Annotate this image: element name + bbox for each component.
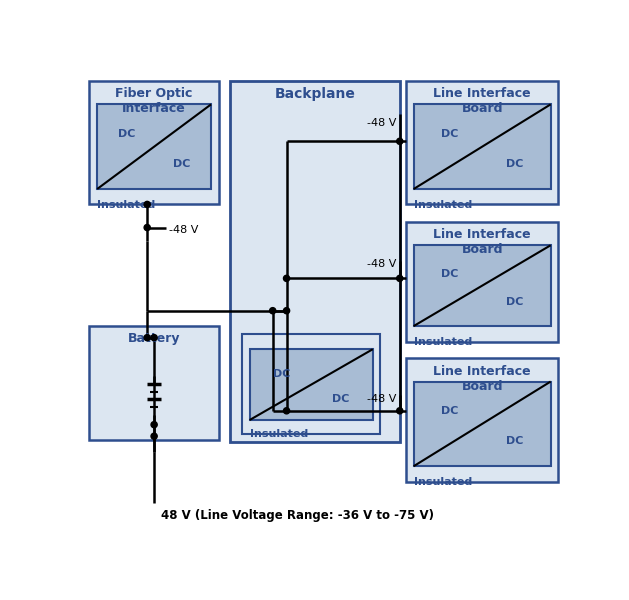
Text: -48 V: -48 V	[169, 225, 198, 235]
Bar	[406, 222, 559, 341]
Circle shape	[397, 408, 403, 414]
Circle shape	[151, 335, 157, 341]
Text: DC: DC	[506, 158, 524, 169]
Circle shape	[151, 433, 157, 439]
Text: DC: DC	[332, 394, 350, 404]
Text: Line Interface
Board: Line Interface Board	[433, 88, 531, 115]
Text: Insulated: Insulated	[97, 200, 155, 210]
Text: Insulated: Insulated	[414, 477, 472, 487]
Circle shape	[397, 275, 403, 281]
Text: Line Interface
Board: Line Interface Board	[433, 229, 531, 256]
Circle shape	[144, 335, 150, 341]
Circle shape	[284, 275, 289, 281]
Circle shape	[270, 308, 276, 314]
Text: Battery: Battery	[128, 332, 181, 345]
Text: DC: DC	[118, 129, 135, 139]
Bar	[414, 382, 550, 466]
Text: Insulated: Insulated	[414, 337, 472, 347]
Circle shape	[284, 308, 289, 314]
Text: DC: DC	[440, 406, 458, 416]
Text: -48 V: -48 V	[367, 394, 397, 404]
Text: Line Interface
Board: Line Interface Board	[433, 365, 531, 392]
Text: -48 V: -48 V	[367, 118, 397, 128]
Text: DC: DC	[173, 158, 190, 169]
Text: DC: DC	[273, 369, 291, 379]
Text: DC: DC	[506, 297, 524, 307]
Text: Insulated: Insulated	[250, 429, 308, 439]
Bar	[406, 81, 559, 205]
Circle shape	[144, 202, 150, 208]
Bar	[230, 81, 400, 442]
Circle shape	[144, 224, 150, 230]
Text: DC: DC	[506, 436, 524, 446]
Bar	[414, 245, 550, 326]
Circle shape	[284, 408, 289, 414]
Text: 48 V (Line Voltage Range: -36 V to -75 V): 48 V (Line Voltage Range: -36 V to -75 V…	[161, 509, 434, 523]
Text: DC: DC	[440, 269, 458, 278]
Text: DC: DC	[440, 129, 458, 139]
Circle shape	[151, 422, 157, 428]
Bar	[89, 81, 219, 205]
Text: -48 V: -48 V	[367, 259, 397, 269]
Bar	[89, 326, 219, 440]
Circle shape	[397, 138, 403, 145]
Bar	[97, 104, 211, 189]
Text: Insulated: Insulated	[414, 200, 472, 210]
Text: Fiber Optic
Interface: Fiber Optic Interface	[116, 88, 193, 115]
Bar	[414, 104, 550, 189]
Text: Backplane: Backplane	[275, 88, 355, 101]
Bar	[250, 349, 373, 420]
Bar	[242, 334, 381, 434]
Bar	[406, 358, 559, 482]
